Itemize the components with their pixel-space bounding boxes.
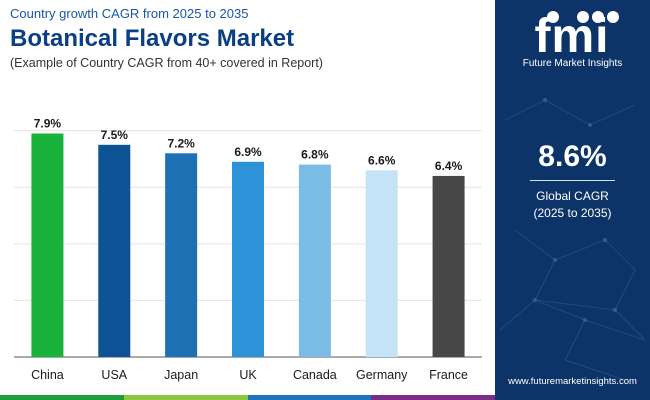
global-cagr-value: 8.6% [538,140,607,173]
bar-chart: 7.9% China 7.5% USA 7.2% Japan 6.9% UK 6.8% Canad… [14,116,482,382]
decorative-lines [499,98,646,381]
x-tick-label-france: France [429,368,468,382]
x-tick-label-uk: UK [239,368,257,382]
logo-dot-icon [607,11,619,23]
x-tick-label-japan: Japan [164,368,198,382]
cagr-divider [530,180,615,181]
data-label-japan: 7.2% [167,136,195,150]
x-tick-label-china: China [31,368,64,382]
chart-area: 7.9% China 7.5% USA 7.2% Japan 6.9% UK 6.8% Canad… [14,116,482,382]
bar-france [432,175,465,357]
global-cagr-label: Global CAGR (2025 to 2035) [495,188,650,222]
data-label-uk: 6.9% [234,145,262,159]
logo-dot-icon [592,11,604,23]
header: Country growth CAGR from 2025 to 2035 Bo… [10,6,490,71]
bar-japan [165,153,198,357]
website-url[interactable]: www.futuremarketinsights.com [508,376,637,387]
logo-dot-icon [547,11,559,23]
bar-china [31,133,64,357]
data-label-germany: 6.6% [368,153,396,167]
bottom-color-strip [0,395,495,400]
fmi-logo: fmi [535,10,619,63]
chart-title: Botanical Flavors Market [10,25,295,52]
side-panel: fmi Future Market Insights 8.6% Global C… [495,0,650,400]
strip-segment [0,395,124,400]
global-cagr-label-line1: Global CAGR [536,189,609,203]
bar-usa [98,144,131,357]
bar-germany [365,170,398,357]
x-tick-label-germany: Germany [356,368,408,382]
bar-canada [298,164,331,357]
logo-dot-icon [577,11,589,23]
data-label-canada: 6.8% [301,148,329,162]
x-tick-label-usa: USA [101,368,127,382]
bar-uk [232,161,264,357]
data-label-france: 6.4% [435,159,463,173]
strip-segment [123,395,248,400]
strip-segment [371,395,495,400]
strip-segment [247,395,372,400]
chart-subtitle: (Example of Country CAGR from 40+ covere… [10,56,323,70]
logo-caption: Future Market Insights [522,58,623,69]
chart-kicker: Country growth CAGR from 2025 to 2035 [10,6,249,21]
global-cagr-label-line2: (2025 to 2035) [533,206,612,220]
data-label-usa: 7.5% [101,128,129,142]
x-tick-label-canada: Canada [293,368,337,382]
data-label-china: 7.9% [34,116,62,130]
